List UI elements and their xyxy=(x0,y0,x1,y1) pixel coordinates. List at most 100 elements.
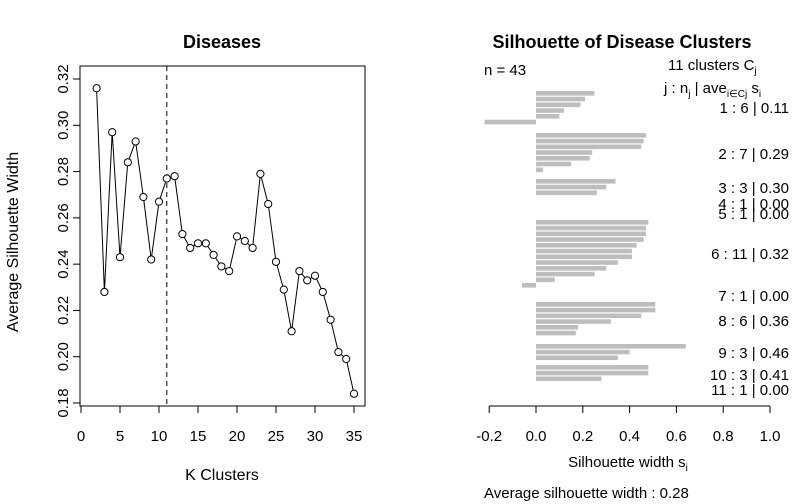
cluster-label: 11 : 1 | 0.00 xyxy=(711,382,789,399)
x-tick-label: 10 xyxy=(151,428,168,445)
header-line1: 11 clusters Cj xyxy=(668,57,757,77)
data-point xyxy=(108,128,117,137)
left-x-label: K Clusters xyxy=(185,467,259,484)
silhouette-bar xyxy=(536,349,630,355)
silhouette-bar xyxy=(536,365,649,370)
x-tick-label: 0 xyxy=(77,428,85,445)
right-title: Silhouette of Disease Clusters xyxy=(492,32,751,52)
x-tick-label: -0.2 xyxy=(476,428,502,445)
silhouette-bar xyxy=(536,133,646,138)
silhouette-bar xyxy=(536,313,642,319)
silhouette-bar xyxy=(536,144,642,150)
header-line2: j : nj | avei∈Cj si xyxy=(663,80,761,100)
silhouette-bar xyxy=(536,237,644,242)
cluster-label: 1 : 6 | 0.11 xyxy=(720,100,790,117)
data-point xyxy=(342,354,351,364)
data-point xyxy=(139,192,148,202)
data-point xyxy=(162,174,171,183)
right-x-label-text: Silhouette width s xyxy=(568,454,686,471)
silhouette-bar xyxy=(536,271,595,277)
data-point xyxy=(193,239,203,248)
cluster-label: 9 : 3 | 0.46 xyxy=(718,345,789,362)
y-tick-label: 0.22 xyxy=(55,296,72,325)
data-point xyxy=(287,327,296,336)
data-point xyxy=(225,266,234,276)
header-line2-a-sub: j xyxy=(687,89,690,100)
x-tick-label: 35 xyxy=(346,428,363,445)
data-point xyxy=(326,315,335,324)
silhouette-bar xyxy=(536,319,611,324)
silhouette-bar xyxy=(536,277,555,283)
y-tick-label: 0.30 xyxy=(55,111,72,140)
x-tick-label: 15 xyxy=(190,428,207,445)
silhouette-bar xyxy=(536,179,616,184)
data-point xyxy=(310,271,320,280)
data-point xyxy=(92,84,101,93)
silhouette-bar xyxy=(536,114,560,119)
left-y-axis: 0.18 0.20 0.22 0.24 0.26 0.28 0.30 0.32 xyxy=(55,64,80,418)
silhouette-bar xyxy=(536,260,618,265)
x-tick-label: 0.0 xyxy=(526,428,547,445)
line-chart: Diseases 0.18 0.20 0.22 0.24 0.26 0.28 0.30 0.3… xyxy=(5,32,366,484)
silhouette-bar xyxy=(536,161,572,167)
data-point xyxy=(271,257,281,266)
silhouette-chart: Silhouette of Disease Clusters n = 43 11… xyxy=(476,32,789,502)
silhouette-bar xyxy=(536,355,618,361)
left-x-axis: 0 5 10 15 20 25 30 35 xyxy=(77,406,363,445)
n-label: n = 43 xyxy=(484,62,526,79)
y-tick-label: 0.20 xyxy=(55,342,72,371)
silhouette-bar xyxy=(536,325,579,330)
left-plot-box xyxy=(79,65,366,407)
x-tick-label: 0.6 xyxy=(666,428,687,445)
header-line2-c: s xyxy=(747,80,759,97)
left-title: Diseases xyxy=(183,32,261,52)
data-point xyxy=(264,199,273,209)
data-point xyxy=(334,347,343,357)
silhouette-bar xyxy=(536,138,644,144)
y-tick-label: 0.32 xyxy=(55,64,72,93)
y-tick-label: 0.26 xyxy=(55,203,72,232)
silhouette-bar xyxy=(536,307,656,313)
data-point xyxy=(131,137,140,146)
x-tick-label: 25 xyxy=(268,428,285,445)
silhouette-bar xyxy=(536,150,593,155)
silhouette-bar xyxy=(536,302,656,307)
cluster-labels: 1 : 6 | 0.11 2 : 7 | 0.29 3 : 3 | 0.304 : … xyxy=(710,100,789,399)
silhouette-bar xyxy=(536,330,576,336)
silhouette-bar xyxy=(536,344,686,349)
data-point xyxy=(217,262,226,271)
right-x-label: Silhouette width si xyxy=(568,454,688,474)
x-tick-label: 5 xyxy=(116,428,124,445)
data-point xyxy=(248,243,257,253)
x-tick-label: 0.8 xyxy=(713,428,734,445)
silhouette-bar xyxy=(536,243,637,248)
data-point xyxy=(279,285,288,294)
header-line1-sub: j xyxy=(753,66,756,77)
data-point xyxy=(303,276,312,285)
cluster-label: 2 : 7 | 0.29 xyxy=(718,146,789,163)
silhouette-bar xyxy=(536,96,586,102)
silhouette-bars xyxy=(484,91,686,384)
silhouette-bar xyxy=(536,370,649,376)
cluster-label: 7 : 1 | 0.00 xyxy=(718,288,789,305)
silhouette-bar xyxy=(536,376,602,382)
data-point xyxy=(147,255,156,264)
cluster-label: 6 : 11 | 0.32 xyxy=(711,246,789,263)
data-point xyxy=(115,253,125,262)
cluster-label: 3 : 3 | 0.30 xyxy=(718,180,789,197)
data-point xyxy=(186,243,195,253)
data-point xyxy=(100,287,109,297)
series-points xyxy=(92,84,359,398)
data-point xyxy=(349,389,359,398)
silhouette-bar xyxy=(536,231,646,237)
right-x-axis: -0.2 0.0 0.2 0.4 0.6 0.8 1.0 xyxy=(476,405,780,445)
data-point xyxy=(170,172,179,181)
avg-silhouette-footer: Average silhouette width : 0.28 xyxy=(484,485,689,502)
data-point xyxy=(256,169,265,178)
data-point xyxy=(295,266,304,276)
silhouette-bar xyxy=(536,225,646,231)
data-point xyxy=(178,229,187,239)
data-point xyxy=(240,236,249,246)
